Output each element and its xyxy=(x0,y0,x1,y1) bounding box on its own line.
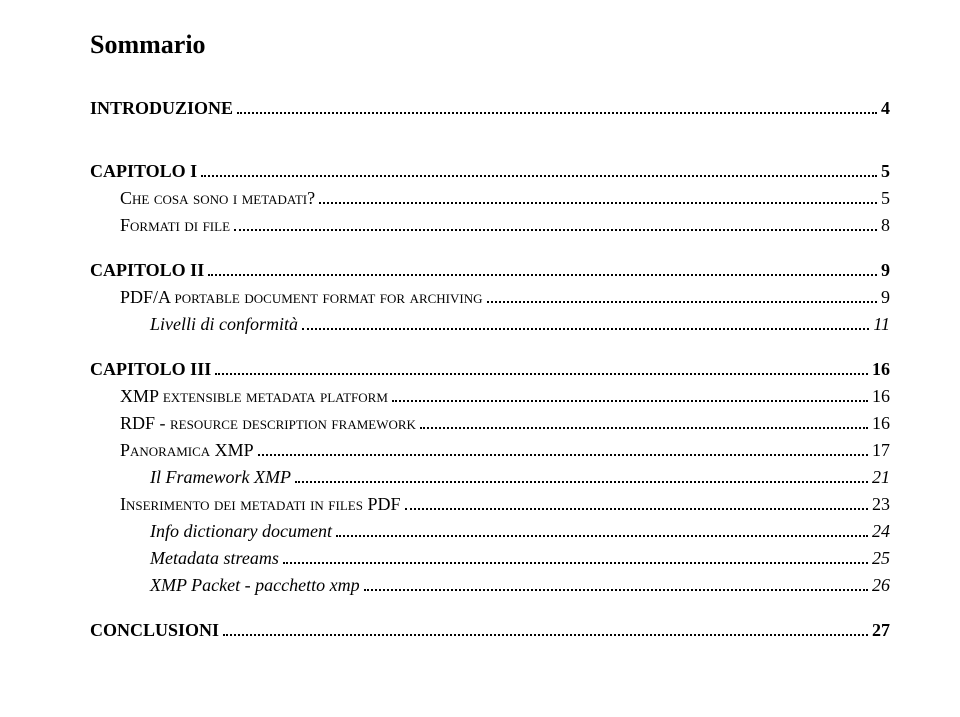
toc-row: Panoramica XMP 17 xyxy=(90,440,890,461)
toc-label: Formati di file xyxy=(120,215,230,236)
toc-page-number: 9 xyxy=(881,260,890,281)
toc-row: RDF - resource description framework 16 xyxy=(90,413,890,434)
toc-row: Metadata streams 25 xyxy=(90,548,890,569)
toc-row: CAPITOLO I 5 xyxy=(90,161,890,182)
toc-label: Livelli di conformità xyxy=(150,314,298,335)
toc-row: Formati di file 8 xyxy=(90,215,890,236)
toc-page-number: 26 xyxy=(872,575,890,596)
toc-page-number: 27 xyxy=(872,620,890,641)
toc-leader-dots xyxy=(420,427,868,429)
toc-gap xyxy=(90,602,890,620)
toc-page-number: 16 xyxy=(872,359,890,380)
table-of-contents: INTRODUZIONE4CAPITOLO I5Che cosa sono i … xyxy=(90,98,890,641)
toc-page-number: 21 xyxy=(872,467,890,488)
toc-gap xyxy=(90,125,890,161)
toc-leader-dots xyxy=(215,373,868,375)
toc-leader-dots xyxy=(237,112,877,114)
toc-label: Il Framework XMP xyxy=(150,467,291,488)
toc-row: CONCLUSIONI 27 xyxy=(90,620,890,641)
toc-leader-dots xyxy=(258,454,868,456)
toc-leader-dots xyxy=(364,589,868,591)
toc-page-number: 9 xyxy=(881,287,890,308)
toc-label: Che cosa sono i metadati? xyxy=(120,188,315,209)
toc-page-number: 11 xyxy=(873,314,890,335)
toc-page-number: 24 xyxy=(872,521,890,542)
toc-page-number: 8 xyxy=(881,215,890,236)
toc-leader-dots xyxy=(319,202,877,204)
toc-row: CAPITOLO II 9 xyxy=(90,260,890,281)
toc-row: Info dictionary document 24 xyxy=(90,521,890,542)
toc-row: XMP Packet - pacchetto xmp 26 xyxy=(90,575,890,596)
document-page: Sommario INTRODUZIONE4CAPITOLO I5Che cos… xyxy=(0,0,960,717)
toc-leader-dots xyxy=(336,535,868,537)
toc-label: Metadata streams xyxy=(150,548,279,569)
toc-label: INTRODUZIONE xyxy=(90,98,233,119)
toc-leader-dots xyxy=(201,175,877,177)
toc-leader-dots xyxy=(283,562,868,564)
toc-leader-dots xyxy=(208,274,877,276)
toc-page-number: 16 xyxy=(872,386,890,407)
toc-label: CAPITOLO II xyxy=(90,260,204,281)
toc-leader-dots xyxy=(223,634,868,636)
toc-page-number: 5 xyxy=(881,188,890,209)
toc-label: CONCLUSIONI xyxy=(90,620,219,641)
toc-label: RDF - resource description framework xyxy=(120,413,416,434)
toc-row: Livelli di conformità 11 xyxy=(90,314,890,335)
toc-row: PDF/A portable document format for archi… xyxy=(90,287,890,308)
toc-page-number: 5 xyxy=(881,161,890,182)
toc-label: XMP Packet - pacchetto xmp xyxy=(150,575,360,596)
toc-gap xyxy=(90,341,890,359)
toc-row: XMP extensible metadata platform 16 xyxy=(90,386,890,407)
toc-page-number: 23 xyxy=(872,494,890,515)
toc-row: Inserimento dei metadati in files PDF 23 xyxy=(90,494,890,515)
toc-leader-dots xyxy=(302,328,869,330)
toc-page-number: 16 xyxy=(872,413,890,434)
toc-page-number: 4 xyxy=(881,98,890,119)
toc-label: Inserimento dei metadati in files PDF xyxy=(120,494,401,515)
toc-row: INTRODUZIONE 4 xyxy=(90,98,890,119)
toc-label: Info dictionary document xyxy=(150,521,332,542)
toc-leader-dots xyxy=(295,481,868,483)
toc-gap xyxy=(90,242,890,260)
toc-page-number: 17 xyxy=(872,440,890,461)
toc-label: XMP extensible metadata platform xyxy=(120,386,388,407)
toc-row: Il Framework XMP 21 xyxy=(90,467,890,488)
document-title: Sommario xyxy=(90,30,890,60)
toc-leader-dots xyxy=(392,400,868,402)
toc-page-number: 25 xyxy=(872,548,890,569)
toc-leader-dots xyxy=(405,508,869,510)
toc-label: Panoramica XMP xyxy=(120,440,254,461)
toc-label: CAPITOLO I xyxy=(90,161,197,182)
toc-row: Che cosa sono i metadati? 5 xyxy=(90,188,890,209)
toc-leader-dots xyxy=(487,301,877,303)
toc-label: PDF/A portable document format for archi… xyxy=(120,287,483,308)
toc-label: CAPITOLO III xyxy=(90,359,211,380)
toc-row: CAPITOLO III 16 xyxy=(90,359,890,380)
toc-leader-dots xyxy=(234,229,877,231)
